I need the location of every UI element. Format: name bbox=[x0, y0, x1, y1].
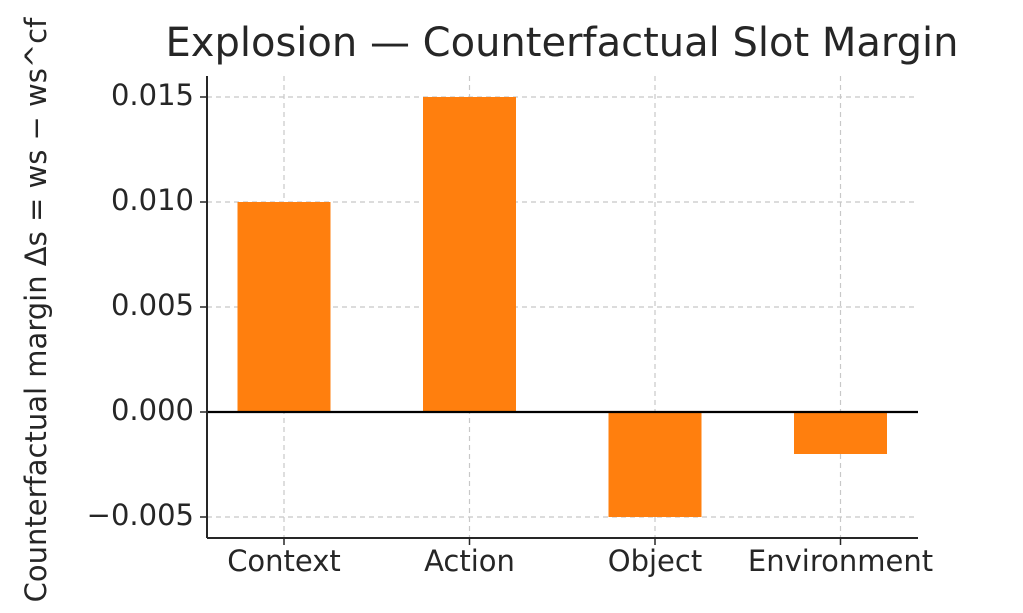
y-tick-label: −0.005 bbox=[87, 498, 194, 532]
x-tick-label: Object bbox=[608, 544, 702, 578]
y-tick-label: 0.005 bbox=[111, 288, 194, 322]
chart-title: Explosion — Counterfactual Slot Margin bbox=[166, 20, 959, 66]
x-tick-label: Environment bbox=[748, 544, 933, 578]
y-axis-label: Counterfactual margin Δs = ws − ws^cf bbox=[19, 17, 53, 602]
bar bbox=[794, 412, 887, 454]
bar bbox=[237, 202, 331, 412]
bar bbox=[423, 97, 516, 412]
y-tick-label: 0.010 bbox=[111, 183, 194, 217]
x-tick-label: Context bbox=[227, 544, 341, 578]
x-tick-label: Action bbox=[424, 544, 515, 578]
bar bbox=[608, 412, 702, 517]
y-tick-label: 0.015 bbox=[111, 78, 194, 112]
y-tick-label: 0.000 bbox=[111, 393, 194, 427]
